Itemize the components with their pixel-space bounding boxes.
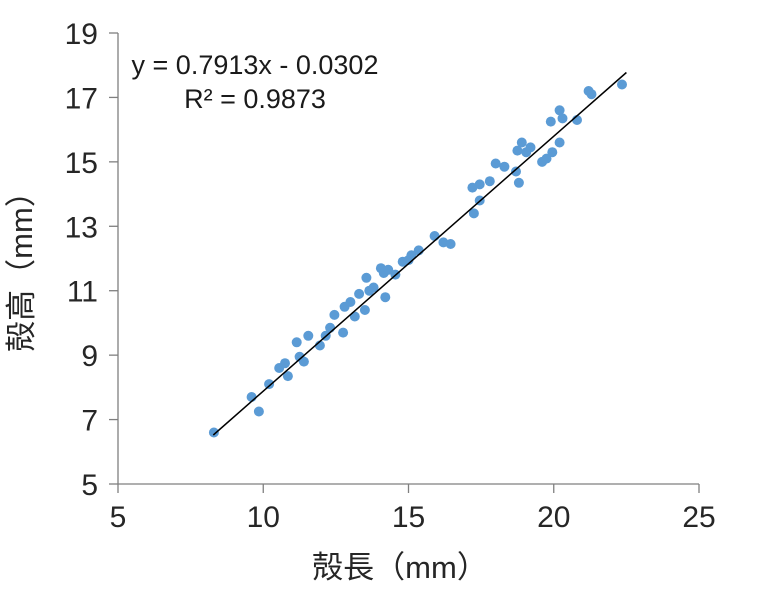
data-point [516,137,527,148]
x-axis-label: 殻長（mm） [312,550,488,585]
data-point [525,142,536,153]
y-tick-label: 13 [65,211,98,244]
data-point [586,89,597,100]
y-tick-label: 17 [65,82,98,115]
data-point [253,406,264,417]
data-point [513,177,524,188]
data-point [617,79,627,90]
data-point [429,231,440,241]
y-tick-label: 5 [81,469,98,502]
data-point [406,250,417,261]
data-point [354,288,365,299]
x-axis-ticks: 5 10 15 20 25 [110,484,716,534]
y-tick-label: 7 [81,405,98,438]
trendline-equation: y = 0.7913x - 0.0302 [132,50,379,80]
data-point [484,176,495,187]
x-tick-label: 20 [537,501,570,534]
data-point [345,297,356,307]
data-point [282,371,293,382]
data-point [511,166,521,177]
trendline-r-squared: R² = 0.9873 [184,84,326,114]
y-tick-label: 9 [81,340,98,373]
data-point [557,113,568,124]
data-point [329,309,340,320]
y-axis-ticks: 5 7 9 11 13 15 17 19 [65,18,118,502]
data-point [303,330,314,341]
data-point [298,356,309,367]
data-point [541,153,552,164]
data-point [547,147,558,158]
data-point [264,379,275,390]
data-point [554,105,565,116]
x-tick-label: 15 [392,501,425,534]
data-point [368,282,379,293]
data-point [359,305,370,315]
y-tick-label: 19 [65,18,98,51]
trendline [212,71,627,436]
data-point [361,272,372,283]
data-point [383,264,394,275]
x-tick-label: 25 [682,501,715,534]
data-point [445,239,456,249]
data-point [280,358,290,369]
data-point [499,161,510,172]
data-point [474,179,485,190]
data-point [554,137,565,148]
data-point [468,208,479,219]
y-tick-label: 11 [67,276,98,309]
y-axis-label: 殻高（mm） [4,176,39,352]
data-points [208,79,627,438]
data-point [338,327,349,338]
data-point [291,337,302,348]
data-point [325,322,336,333]
y-tick-label: 15 [65,147,98,180]
data-point [512,145,523,156]
data-point [208,427,219,438]
x-tick-label: 10 [247,501,280,534]
x-tick-label: 5 [110,501,127,534]
data-point [545,116,556,127]
data-point [490,158,501,169]
data-point [380,292,391,303]
